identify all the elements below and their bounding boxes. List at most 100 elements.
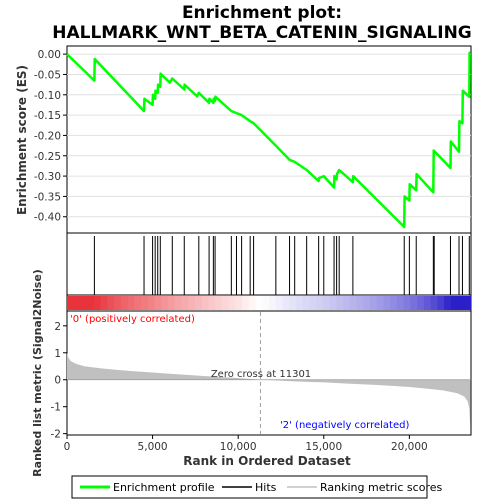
heat-cell — [201, 296, 209, 310]
es-y-tick-label: -0.40 — [34, 212, 61, 224]
heat-cell — [269, 296, 277, 310]
heat-cell — [275, 296, 284, 310]
es-y-tick-label: -0.20 — [34, 130, 61, 142]
heat-cell — [154, 296, 162, 310]
heat-cell — [168, 296, 176, 310]
heat-cell — [336, 296, 344, 310]
es-line — [66, 51, 471, 229]
es-y-tick-label: -0.25 — [34, 151, 61, 163]
heat-cell — [410, 296, 418, 310]
heat-cell — [444, 296, 452, 310]
heat-cell — [67, 296, 75, 310]
heat-cell — [309, 296, 317, 310]
hits-panel-frame — [66, 232, 472, 296]
heat-cell — [329, 296, 337, 310]
heat-cell — [228, 296, 236, 310]
heat-cell — [242, 296, 250, 310]
es-y-tick-label: -0.10 — [34, 90, 61, 102]
heat-cell — [423, 296, 432, 310]
es-y-tick-label: -0.15 — [34, 110, 61, 122]
heat-cell — [464, 296, 472, 310]
es-y-tick-label: -0.05 — [34, 69, 61, 81]
positive-correlation-label: '0' (positively correlated) — [70, 314, 195, 325]
heat-cell — [316, 296, 324, 310]
heat-cell — [356, 296, 364, 310]
x-tick-label: 0 — [64, 441, 71, 453]
heat-cell — [215, 296, 223, 310]
legend-es-label: Enrichment profile — [113, 481, 215, 494]
heat-cell — [73, 296, 82, 310]
heat-cell — [322, 296, 331, 310]
heat-cell — [437, 296, 445, 310]
heat-cell — [87, 296, 95, 310]
heat-cell — [147, 296, 156, 310]
heat-cell — [127, 296, 135, 310]
heat-cell — [194, 296, 203, 310]
x-tick-label: 20,000 — [391, 441, 428, 453]
heat-cell — [80, 296, 88, 310]
heat-cell — [282, 296, 290, 310]
ranking-heat-strip — [67, 296, 472, 310]
heat-cell — [396, 296, 405, 310]
metric-y-tick-label: 0 — [54, 375, 61, 387]
heat-cell — [363, 296, 371, 310]
hit-marks — [93, 236, 470, 295]
heat-cell — [235, 296, 243, 310]
heat-cell — [302, 296, 310, 310]
title-line-1: Enrichment plot: — [182, 3, 342, 23]
heat-cell — [208, 296, 216, 310]
x-tick-label: 5,000 — [138, 441, 168, 453]
heat-cell — [188, 296, 196, 310]
x-tick-label: 10,000 — [220, 441, 257, 453]
metric-y-axis: 2 1 0 -1 -2 — [51, 321, 67, 441]
es-line-group — [66, 51, 471, 229]
metric-area — [67, 352, 471, 429]
title-line-2: HALLMARK_WNT_BETA_CATENIN_SIGNALING — [52, 23, 472, 43]
metric-y-tick-label: -2 — [51, 429, 61, 441]
x-axis: 0 5,000 10,000 15,000 20,000 — [64, 435, 428, 453]
heat-cell — [430, 296, 438, 310]
heat-cell — [221, 296, 230, 310]
heat-cell — [262, 296, 270, 310]
legend-hits-label: Hits — [255, 481, 277, 494]
es-y-tick-label: 0.00 — [38, 49, 61, 61]
heat-cell — [383, 296, 391, 310]
heat-cell — [93, 296, 102, 310]
metric-y-tick-label: -1 — [51, 402, 61, 414]
es-y-axis: 0.00 -0.05 -0.10 -0.15 -0.20 -0.25 -0.30 -0.35 -… — [34, 49, 67, 224]
heat-cell — [255, 296, 263, 310]
heat-cell — [376, 296, 385, 310]
es-y-tick-label: -0.35 — [34, 191, 61, 203]
heat-cell — [134, 296, 142, 310]
heat-cell — [417, 296, 425, 310]
heat-cell — [343, 296, 351, 310]
legend-metric-label: Ranking metric scores — [320, 481, 442, 494]
heat-cell — [100, 296, 108, 310]
heat-cell — [120, 296, 129, 310]
heat-cell — [141, 296, 149, 310]
heat-cell — [390, 296, 398, 310]
heat-cell — [370, 296, 378, 310]
metric-y-tick-label: 2 — [54, 321, 61, 333]
heat-cell — [114, 296, 122, 310]
heat-cell — [349, 296, 358, 310]
zero-cross-label: Zero cross at 11301 — [211, 369, 311, 380]
heat-cell — [174, 296, 183, 310]
es-y-tick-label: -0.30 — [34, 171, 61, 183]
metric-y-tick-label: 1 — [54, 348, 61, 360]
heat-cell — [403, 296, 411, 310]
heat-cell — [161, 296, 169, 310]
heat-cell — [457, 296, 465, 310]
heat-cell — [450, 296, 459, 310]
metric-y-axis-label: Ranked list metric (Signal2Noise) — [31, 269, 44, 477]
heat-cell — [248, 296, 257, 310]
negative-correlation-label: '2' (negatively correlated) — [280, 420, 409, 431]
es-y-axis-label: Enrichment score (ES) — [15, 65, 29, 215]
metric-area-group — [67, 312, 471, 434]
x-tick-label: 15,000 — [305, 441, 342, 453]
heat-cell — [295, 296, 304, 310]
x-axis-label: Rank in Ordered Dataset — [183, 454, 351, 468]
heat-cell — [181, 296, 189, 310]
heat-cell — [107, 296, 115, 310]
